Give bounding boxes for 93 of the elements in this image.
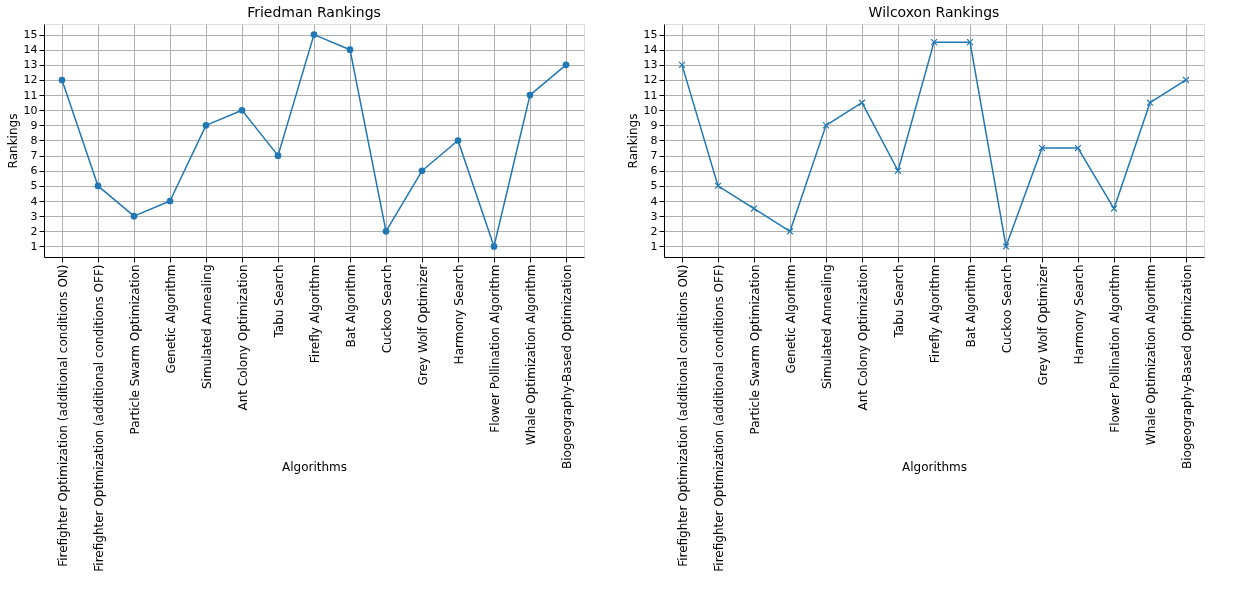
y-tick-label: 15 [23, 28, 38, 42]
x-tick-label: Firefly Algorithm [307, 264, 322, 364]
y-tick-label: 15 [643, 28, 658, 42]
point [678, 61, 686, 69]
point [238, 106, 246, 114]
y-tick-label: 12 [643, 73, 658, 87]
point [130, 212, 138, 220]
point [1002, 242, 1010, 250]
y-tick-label: 13 [23, 58, 38, 72]
point [454, 137, 462, 144]
x-tick-label: Bat Algorithm [963, 264, 978, 348]
point [202, 122, 210, 129]
point [274, 152, 282, 159]
point [490, 243, 498, 250]
x-tick-label: Grey Wolf Optimizer [1035, 264, 1050, 386]
point [418, 167, 426, 175]
y-tick-label: 9 [30, 118, 38, 132]
x-tick-label: Flower Pollination Algorithm [1107, 264, 1122, 433]
x-tick-label: Simulated Annealing [199, 264, 214, 389]
y-tick-label: 3 [30, 209, 38, 223]
chart-title: Wilcoxon Rankings [868, 4, 1000, 20]
y-tick-label: 7 [30, 149, 38, 163]
y-tick-label: 4 [30, 194, 38, 208]
x-tick-label: Genetic Algorithm [783, 264, 798, 374]
point [966, 38, 974, 46]
x-tick-label: Harmony Search [451, 264, 466, 365]
point [1110, 205, 1118, 213]
y-tick-label: 3 [650, 209, 658, 223]
point [822, 121, 830, 129]
point [382, 227, 390, 235]
y-tick-label: 8 [650, 134, 658, 147]
point [166, 197, 174, 205]
y-tick-label: 10 [643, 103, 658, 117]
x-tick-label: Firefighter Optimization (additional conditions ON) [675, 264, 690, 567]
x-axis-title: Algorithms [901, 459, 968, 474]
y-tick-label: 2 [30, 224, 38, 238]
y-tick-label: 6 [30, 164, 38, 178]
y-axis-title: Rankings [625, 113, 640, 169]
x-tick-label: Firefighter Optimization (additional conditions OFF) [91, 264, 106, 572]
point [58, 76, 66, 84]
point [526, 91, 534, 99]
x-tick-label: Flower Pollination Algorithm [487, 264, 502, 433]
point [930, 38, 938, 46]
point [94, 182, 102, 190]
y-tick-label: 13 [643, 58, 658, 72]
point [1146, 99, 1154, 107]
y-tick-label: 11 [643, 88, 658, 102]
x-tick-label: Particle Swarm Optimization [127, 264, 142, 435]
y-tick-label: 6 [650, 164, 658, 178]
point [858, 99, 866, 107]
y-tick-label: 14 [643, 43, 658, 57]
x-tick-label: Grey Wolf Optimizer [415, 264, 430, 386]
y-axis-title: Rankings [5, 113, 20, 169]
point [346, 46, 354, 54]
x-tick-label: Ant Colony Optimization [235, 264, 250, 411]
y-tick-label: 8 [30, 134, 38, 147]
x-tick-label: Firefighter Optimization (additional conditions OFF) [711, 264, 726, 572]
x-tick-label: Tabu Search [271, 264, 286, 339]
y-tick-label: 2 [650, 224, 658, 238]
x-tick-label: Whale Optimization Algorithm [523, 264, 538, 446]
y-tick-label: 11 [23, 88, 38, 102]
x-tick-label: Particle Swarm Optimization [747, 264, 762, 435]
point [714, 182, 722, 190]
point [310, 31, 318, 38]
x-tick-label: Simulated Annealing [819, 264, 834, 389]
point [786, 227, 794, 235]
y-tick-label: 12 [23, 73, 38, 87]
x-tick-label: Biogeography-Based Optimization [1179, 264, 1194, 470]
x-tick-label: Tabu Search [891, 264, 906, 339]
y-tick-label: 1 [650, 239, 658, 253]
x-tick-label: Biogeography-Based Optimization [559, 264, 574, 470]
y-tick-label: 10 [23, 103, 38, 117]
point [750, 205, 758, 213]
y-tick-label: 1 [30, 239, 38, 253]
y-tick-label: 9 [650, 118, 658, 132]
x-tick-label: Cuckoo Search [999, 264, 1014, 354]
y-tick-label: 5 [650, 179, 658, 193]
y-tick-label: 5 [30, 179, 38, 193]
x-tick-label: Bat Algorithm [343, 264, 358, 348]
x-tick-label: Whale Optimization Algorithm [1143, 264, 1158, 446]
y-tick-label: 14 [23, 43, 38, 57]
point [562, 61, 570, 69]
x-tick-label: Harmony Search [1071, 264, 1086, 365]
y-tick-label: 4 [650, 194, 658, 208]
x-tick-label: Firefighter Optimization (additional conditions ON) [55, 264, 70, 567]
x-axis-title: Algorithms [281, 459, 348, 474]
point [894, 167, 902, 175]
x-tick-label: Cuckoo Search [379, 264, 394, 354]
chart-title: Friedman Rankings [247, 4, 381, 20]
x-tick-label: Firefly Algorithm [927, 264, 942, 364]
x-tick-label: Genetic Algorithm [163, 264, 178, 374]
x-tick-label: Ant Colony Optimization [855, 264, 870, 411]
y-tick-label: 7 [650, 149, 658, 163]
